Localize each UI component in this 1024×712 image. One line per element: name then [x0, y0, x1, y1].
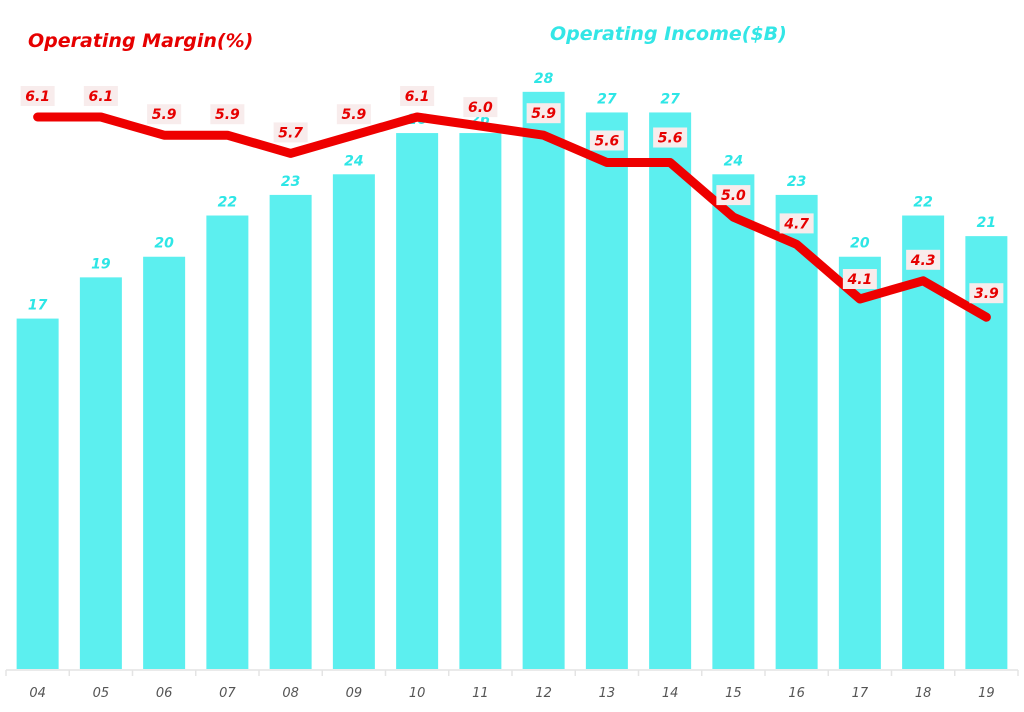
x-tick-label: 09: [346, 686, 363, 701]
line-data-label: 5.7: [278, 125, 303, 141]
line-data-label-box: [463, 97, 498, 118]
bar-14: [649, 112, 692, 670]
line-data-label: 5.9: [341, 107, 366, 123]
line-data-label-box: [716, 185, 751, 206]
line-data-label: 5.9: [152, 107, 177, 123]
bar-16: [775, 194, 818, 669]
line-data-label-box: [147, 104, 182, 125]
bar-data-label: 23: [787, 174, 806, 190]
x-axis: [5, 669, 1019, 676]
x-tick-label: 13: [599, 686, 616, 701]
x-tick-labels: 04 05 06 07 08 09 10 11 12 13 14 15 16 17 18 19: [29, 686, 994, 701]
line-data-label: 6.1: [88, 89, 113, 105]
x-tick-label: 11: [472, 686, 489, 701]
x-tick-label: 14: [662, 686, 679, 701]
line-data-label: 5.9: [215, 107, 240, 123]
line-data-label-box: [526, 103, 561, 124]
line-data-label: 4.1: [846, 272, 872, 288]
bar-data-label: 22: [913, 195, 932, 211]
line-data-label: 5.6: [658, 131, 683, 147]
line-data-label-box: [969, 283, 1004, 304]
bar-10: [396, 133, 439, 669]
line-data-label-box: [779, 213, 814, 234]
line-data-label: 3.9: [974, 286, 999, 302]
bar-09: [332, 174, 375, 669]
line-data-label: 6.1: [405, 89, 430, 105]
x-tick-label: 16: [788, 686, 805, 701]
bar-13: [585, 112, 628, 670]
x-tick-label: 07: [219, 686, 236, 701]
line-data-label-box: [400, 86, 435, 106]
x-tick-label: 06: [156, 686, 173, 701]
line-data-label-box: [906, 249, 941, 270]
line-data-label-box: [273, 122, 308, 143]
bar-data-label: 20: [850, 236, 870, 252]
bar-data-label: 24: [724, 153, 743, 169]
bar-12: [522, 91, 565, 670]
bar-06: [143, 256, 186, 669]
line-data-label-box: [336, 104, 371, 125]
x-tick-label: 10: [409, 686, 426, 701]
line-data-label: 6.0: [468, 100, 493, 116]
bar-data-label: 27: [660, 91, 680, 107]
line-data-label: 4.3: [910, 253, 936, 269]
line-series: [33, 112, 991, 322]
line-data-label: 5.0: [721, 188, 746, 204]
line-data-label-box: [20, 86, 55, 106]
line-data-label: 5.9: [531, 106, 556, 122]
bar-data-label: 23: [281, 174, 300, 190]
bar-08: [269, 194, 312, 669]
operating-margin-line: [33, 112, 991, 322]
bar-data-label: 22: [218, 195, 237, 211]
line-data-label-box: [842, 269, 877, 289]
bar-11: [459, 133, 502, 669]
bar-data-label: 17: [28, 298, 48, 314]
line-data-label-box: [83, 86, 118, 106]
bar-data-label: 27: [597, 91, 617, 107]
line-data-label: 6.1: [25, 89, 50, 105]
bar-data-label: 28: [534, 71, 554, 87]
x-tick-label: 12: [535, 686, 552, 701]
bar-data-label: 20: [154, 236, 174, 252]
line-data-label: 5.6: [594, 134, 619, 150]
line-data-label-box: [589, 130, 624, 151]
x-tick-label: 04: [29, 686, 46, 701]
line-data-label-box: [210, 104, 245, 125]
operating-income-title: Operating Income($B): [550, 23, 787, 45]
x-tick-label: 15: [725, 686, 742, 701]
bar-07: [206, 215, 249, 670]
bar-17: [838, 256, 881, 669]
bar-data-label: 24: [344, 153, 363, 169]
bar-04: [16, 318, 59, 669]
bar-data-label: 19: [91, 256, 111, 272]
x-tick-label: 05: [93, 686, 110, 701]
line-data-labels: 6.1 6.1 5.9 5.9 5.7 5.9 6.1 6.0 5.9 5.6 5.6 5.0 4.7 4…: [20, 86, 1004, 304]
x-tick-label: 17: [852, 686, 869, 701]
operating-margin-title: Operating Margin(%): [28, 30, 254, 52]
line-data-label: 4.7: [783, 216, 809, 232]
bar-data-label: 21: [977, 215, 996, 231]
x-tick-label: 18: [915, 686, 932, 701]
bar-series: [16, 91, 1008, 670]
line-data-label-box: [653, 127, 688, 148]
bar-05: [79, 277, 122, 669]
bar-15: [712, 174, 755, 669]
x-tick-label: 08: [282, 686, 299, 701]
x-tick-label: 19: [978, 686, 995, 701]
